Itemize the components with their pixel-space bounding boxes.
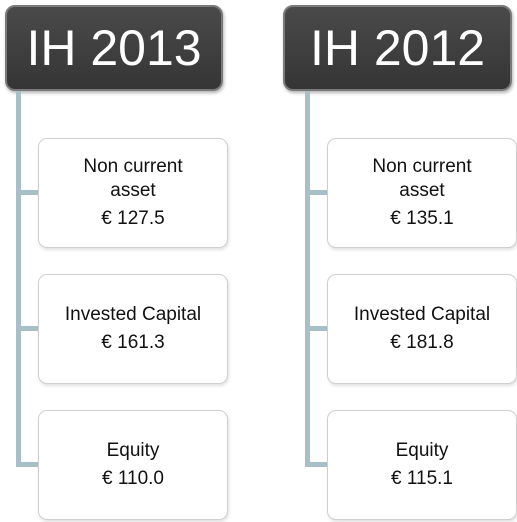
connector-line <box>305 91 310 466</box>
item-label: Invested Capital <box>353 304 491 325</box>
item-label: asset <box>399 180 445 201</box>
connector-line <box>16 91 21 466</box>
item-box: Non current asset € 127.5 <box>38 138 228 248</box>
connector-line <box>16 326 38 331</box>
item-label: asset <box>110 180 156 201</box>
item-box: Non current asset € 135.1 <box>327 138 517 248</box>
item-label: Equity <box>395 440 449 461</box>
item-value: € 181.8 <box>390 332 454 353</box>
column-header: IH 2013 <box>5 5 223 91</box>
item-box: Invested Capital € 181.8 <box>327 274 517 384</box>
item-value: € 127.5 <box>101 208 165 229</box>
item-value: € 115.1 <box>391 468 453 489</box>
item-box: Invested Capital € 161.3 <box>38 274 228 384</box>
item-value: € 161.3 <box>101 332 165 353</box>
connector-line <box>305 190 327 195</box>
item-label: Non current <box>372 156 472 177</box>
connector-line <box>305 462 327 467</box>
item-label: Non current <box>83 156 183 177</box>
item-label: Equity <box>106 440 160 461</box>
item-label: Invested Capital <box>64 304 202 325</box>
connector-line <box>16 462 38 467</box>
item-value: € 135.1 <box>390 208 454 229</box>
item-value: € 110.0 <box>102 468 164 489</box>
item-box: Equity € 110.0 <box>38 410 228 520</box>
connector-line <box>16 190 38 195</box>
column-header: IH 2012 <box>283 5 512 91</box>
item-box: Equity € 115.1 <box>327 410 517 520</box>
connector-line <box>305 326 327 331</box>
